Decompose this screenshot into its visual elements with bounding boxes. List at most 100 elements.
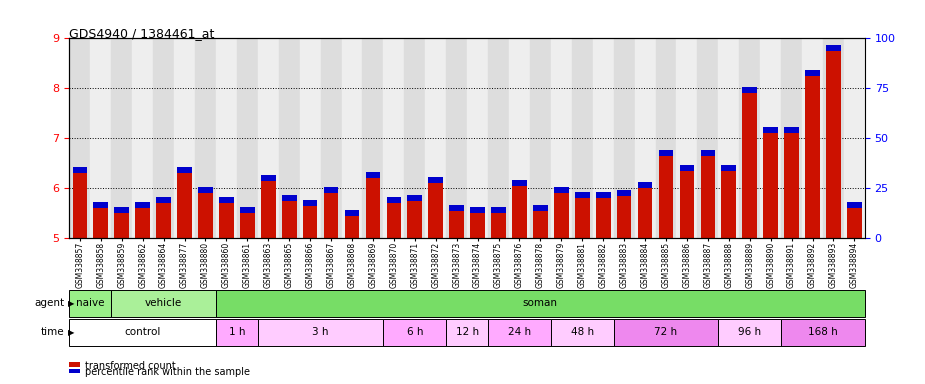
- Text: 72 h: 72 h: [655, 327, 677, 337]
- Bar: [216, 38, 237, 238]
- Bar: [156, 203, 171, 238]
- Bar: [554, 187, 569, 193]
- Bar: [572, 38, 593, 238]
- Bar: [823, 38, 844, 238]
- Bar: [743, 93, 757, 238]
- Bar: [450, 210, 464, 238]
- Bar: [93, 208, 108, 238]
- Bar: [739, 38, 760, 238]
- Bar: [302, 205, 317, 238]
- Bar: [321, 38, 341, 238]
- Bar: [533, 210, 548, 238]
- Bar: [383, 319, 446, 346]
- Text: 12 h: 12 h: [455, 327, 479, 337]
- Text: time: time: [41, 327, 65, 337]
- Bar: [847, 208, 862, 238]
- Bar: [575, 198, 589, 238]
- Bar: [784, 127, 799, 133]
- Text: agent: agent: [34, 298, 65, 308]
- Text: 3 h: 3 h: [313, 327, 328, 337]
- Bar: [635, 38, 656, 238]
- Bar: [617, 196, 632, 238]
- Text: 6 h: 6 h: [407, 327, 423, 337]
- Bar: [135, 202, 150, 208]
- Bar: [115, 213, 129, 238]
- Bar: [365, 172, 380, 178]
- Bar: [178, 173, 191, 238]
- Bar: [844, 38, 865, 238]
- Bar: [72, 173, 87, 238]
- Text: ▶: ▶: [68, 299, 75, 308]
- Bar: [446, 319, 488, 346]
- Bar: [533, 205, 548, 211]
- Bar: [216, 319, 258, 346]
- Bar: [261, 180, 276, 238]
- Bar: [407, 195, 422, 200]
- Text: soman: soman: [523, 298, 558, 308]
- Bar: [111, 290, 216, 317]
- Bar: [613, 319, 719, 346]
- Bar: [387, 203, 401, 238]
- Bar: [345, 216, 359, 238]
- Bar: [470, 207, 485, 213]
- Bar: [69, 290, 111, 317]
- Bar: [722, 165, 736, 170]
- Bar: [491, 207, 506, 213]
- Bar: [596, 198, 611, 238]
- Bar: [383, 38, 404, 238]
- Bar: [237, 38, 258, 238]
- Bar: [554, 193, 569, 238]
- Bar: [637, 188, 652, 238]
- Bar: [784, 133, 799, 238]
- Bar: [530, 38, 551, 238]
- Bar: [802, 38, 823, 238]
- Bar: [428, 183, 443, 238]
- Bar: [805, 70, 820, 76]
- Bar: [154, 38, 174, 238]
- Text: ▶: ▶: [68, 328, 75, 337]
- Bar: [341, 38, 363, 238]
- Bar: [470, 213, 485, 238]
- Text: percentile rank within the sample: percentile rank within the sample: [85, 367, 250, 377]
- Bar: [680, 165, 695, 170]
- Bar: [575, 192, 589, 198]
- Bar: [596, 192, 611, 198]
- Bar: [488, 38, 509, 238]
- Bar: [760, 38, 781, 238]
- Bar: [219, 203, 234, 238]
- Text: 96 h: 96 h: [738, 327, 761, 337]
- Bar: [450, 205, 464, 211]
- Bar: [365, 178, 380, 238]
- Bar: [216, 290, 865, 317]
- Bar: [680, 170, 695, 238]
- Bar: [551, 319, 613, 346]
- Bar: [198, 193, 213, 238]
- Bar: [743, 87, 757, 93]
- Bar: [261, 175, 276, 180]
- Bar: [111, 38, 132, 238]
- Bar: [324, 193, 339, 238]
- Bar: [174, 38, 195, 238]
- Bar: [826, 51, 841, 238]
- Bar: [488, 319, 551, 346]
- Bar: [156, 197, 171, 203]
- Text: vehicle: vehicle: [145, 298, 182, 308]
- Bar: [656, 38, 676, 238]
- Bar: [676, 38, 697, 238]
- Bar: [428, 177, 443, 183]
- Bar: [345, 210, 359, 216]
- Bar: [613, 38, 635, 238]
- Bar: [719, 38, 739, 238]
- Bar: [763, 127, 778, 133]
- Bar: [509, 38, 530, 238]
- Bar: [69, 38, 91, 238]
- Bar: [135, 208, 150, 238]
- Text: control: control: [125, 327, 161, 337]
- Bar: [659, 150, 673, 156]
- Bar: [659, 156, 673, 238]
- Bar: [407, 200, 422, 238]
- Text: 24 h: 24 h: [508, 327, 531, 337]
- Bar: [258, 38, 278, 238]
- Text: 168 h: 168 h: [808, 327, 838, 337]
- Bar: [404, 38, 426, 238]
